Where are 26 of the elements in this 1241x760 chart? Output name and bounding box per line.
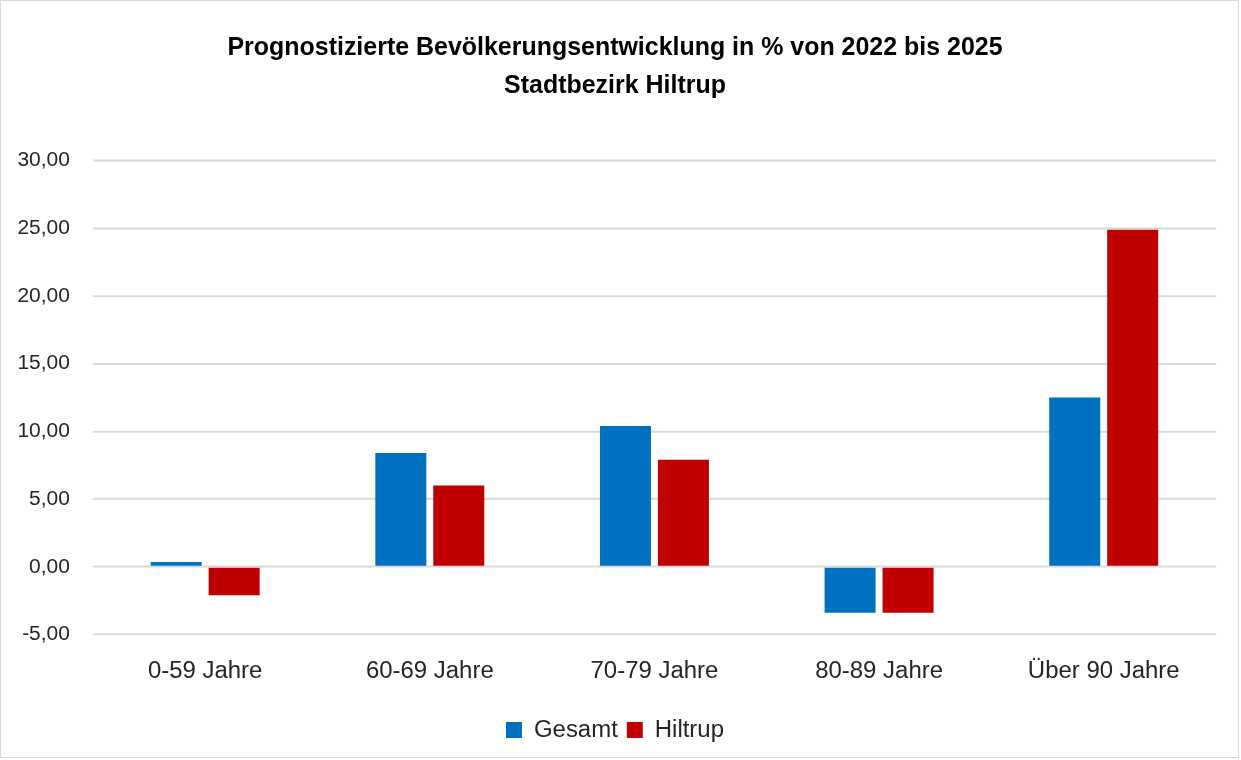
- chart-title: Prognostizierte Bevölkerungsentwicklung in % von 2022 bis 2025 Stadtbezirk Hiltrup: [227, 31, 1003, 98]
- y-tick-label: 15,00: [17, 350, 70, 374]
- y-tick-label: 0,00: [29, 553, 70, 577]
- bar: [433, 485, 485, 566]
- x-tick-label: Über 90 Jahre: [1027, 656, 1180, 684]
- y-tick-label: 10,00: [17, 418, 70, 442]
- bar: [1049, 397, 1101, 566]
- bar: [375, 453, 427, 566]
- bar: [882, 567, 934, 613]
- bar: [208, 567, 260, 596]
- x-tick-label: 60-69 Jahre: [365, 656, 494, 684]
- x-tick-label: 0-59 Jahre: [147, 656, 263, 684]
- y-tick-label: -5,00: [22, 621, 70, 645]
- y-tick-label: 25,00: [17, 215, 70, 239]
- bar: [150, 562, 202, 566]
- y-tick-label: 30,00: [17, 147, 70, 171]
- bar: [824, 567, 876, 613]
- legend-label: Hiltrup: [654, 714, 724, 742]
- y-tick-label: 5,00: [29, 485, 70, 509]
- bar: [1107, 229, 1159, 566]
- x-tick-label: 80-89 Jahre: [815, 656, 943, 684]
- legend-label: Gesamt: [533, 714, 619, 742]
- bar: [657, 459, 709, 566]
- y-tick-label: 20,00: [17, 282, 70, 306]
- bar: [599, 425, 651, 566]
- x-tick-label: 70-79 Jahre: [590, 656, 719, 684]
